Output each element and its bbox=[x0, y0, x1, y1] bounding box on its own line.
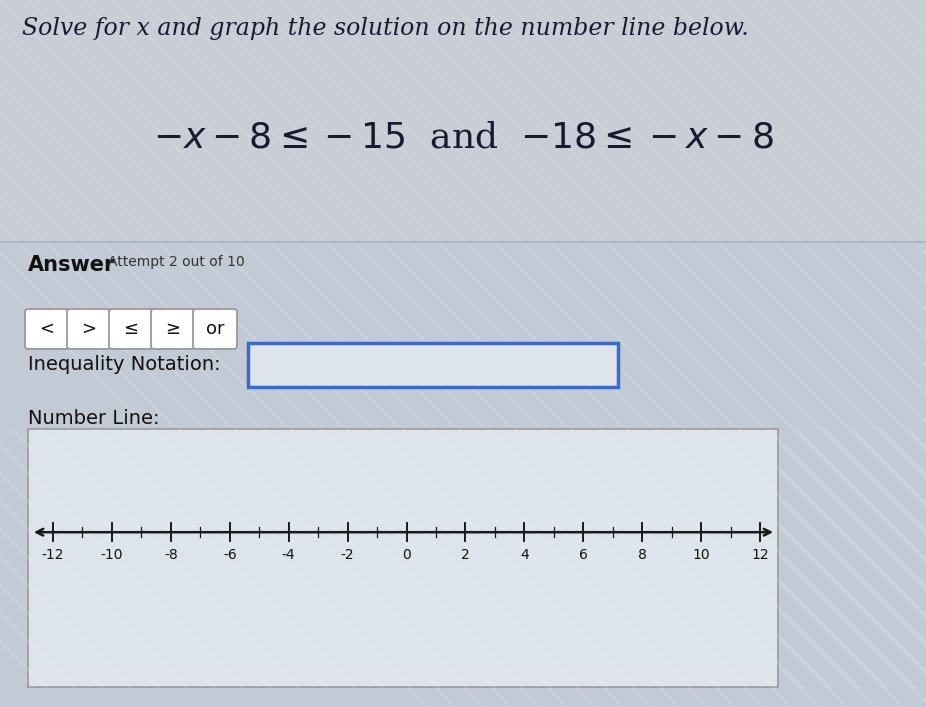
Text: 12: 12 bbox=[751, 548, 769, 562]
Text: Attempt 2 out of 10: Attempt 2 out of 10 bbox=[108, 255, 244, 269]
Text: <: < bbox=[40, 320, 55, 338]
Text: 4: 4 bbox=[520, 548, 529, 562]
Text: >: > bbox=[81, 320, 96, 338]
FancyBboxPatch shape bbox=[151, 309, 195, 349]
FancyBboxPatch shape bbox=[67, 309, 111, 349]
Text: or: or bbox=[206, 320, 224, 338]
Text: Solve for x and graph the solution on the number line below.: Solve for x and graph the solution on th… bbox=[22, 17, 749, 40]
Bar bbox=[28, 429, 778, 687]
Text: -10: -10 bbox=[101, 548, 123, 562]
Text: 2: 2 bbox=[461, 548, 469, 562]
Text: 6: 6 bbox=[579, 548, 588, 562]
Text: Inequality Notation:: Inequality Notation: bbox=[28, 356, 220, 375]
Text: Number Line:: Number Line: bbox=[28, 409, 159, 428]
Text: $-x-8\leq-15$  and  $-18\leq-x-8$: $-x-8\leq-15$ and $-18\leq-x-8$ bbox=[153, 120, 773, 154]
Bar bbox=[248, 343, 618, 387]
Text: ≥: ≥ bbox=[166, 320, 181, 338]
Bar bbox=[0, 242, 926, 707]
Text: -2: -2 bbox=[341, 548, 355, 562]
FancyBboxPatch shape bbox=[109, 309, 153, 349]
Text: -4: -4 bbox=[282, 548, 295, 562]
Text: ≤: ≤ bbox=[123, 320, 139, 338]
Text: -12: -12 bbox=[42, 548, 64, 562]
Text: 8: 8 bbox=[638, 548, 646, 562]
Text: 10: 10 bbox=[693, 548, 710, 562]
Bar bbox=[0, 0, 926, 242]
Text: -8: -8 bbox=[164, 548, 178, 562]
Text: -6: -6 bbox=[223, 548, 237, 562]
FancyBboxPatch shape bbox=[193, 309, 237, 349]
Text: 0: 0 bbox=[402, 548, 411, 562]
FancyBboxPatch shape bbox=[25, 309, 69, 349]
Text: Answer: Answer bbox=[28, 255, 116, 275]
